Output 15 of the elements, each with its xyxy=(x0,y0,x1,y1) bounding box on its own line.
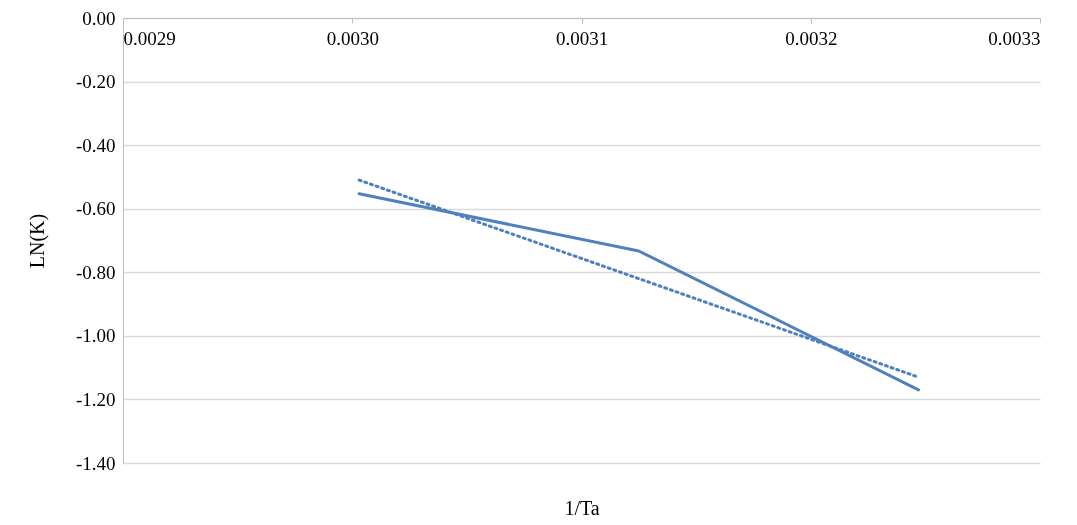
x-tick-label: 0.0032 xyxy=(785,27,838,49)
y-tick-label: -0.20 xyxy=(75,71,116,93)
y-tick-label: -1.40 xyxy=(75,452,116,474)
x-tick-label: 0.0031 xyxy=(555,27,609,49)
y-tick-label: -0.80 xyxy=(75,261,116,283)
y-tick-label: -1.20 xyxy=(75,388,116,410)
y-tick-label: -0.40 xyxy=(75,134,116,156)
y-axis-title: LN(K) xyxy=(25,213,49,269)
x-tick-label: 0.0030 xyxy=(326,27,379,49)
x-tick-label: 0.0033 xyxy=(988,27,1041,49)
y-tick-label: -0.60 xyxy=(75,198,116,220)
x-axis-title: 1/Ta xyxy=(564,496,600,519)
y-tick-label: -1.00 xyxy=(75,325,116,347)
y-tick-label: 0.00 xyxy=(82,7,116,29)
x-tick-label: 0.0029 xyxy=(123,27,176,49)
